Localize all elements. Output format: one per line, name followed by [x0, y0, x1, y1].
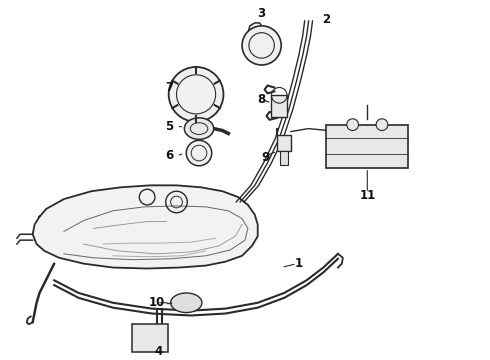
Ellipse shape	[171, 293, 202, 312]
Text: 6: 6	[166, 149, 174, 162]
Text: 8: 8	[258, 93, 266, 106]
Text: 5: 5	[166, 120, 174, 133]
Circle shape	[186, 140, 212, 166]
Bar	[280, 151, 288, 165]
Bar	[132, 324, 168, 352]
Polygon shape	[33, 185, 258, 269]
Text: 10: 10	[149, 296, 165, 309]
Ellipse shape	[184, 118, 214, 139]
Circle shape	[376, 119, 388, 131]
Text: 4: 4	[155, 345, 163, 358]
Text: 9: 9	[262, 152, 270, 165]
Circle shape	[169, 67, 223, 122]
Circle shape	[347, 119, 359, 131]
Bar	[326, 125, 408, 168]
Bar	[271, 95, 287, 117]
Text: 11: 11	[359, 189, 375, 202]
Bar	[277, 135, 291, 151]
Text: 2: 2	[322, 13, 330, 26]
Text: 3: 3	[258, 6, 266, 20]
Text: 1: 1	[295, 257, 303, 270]
Circle shape	[242, 26, 281, 65]
Text: 7: 7	[166, 81, 174, 94]
